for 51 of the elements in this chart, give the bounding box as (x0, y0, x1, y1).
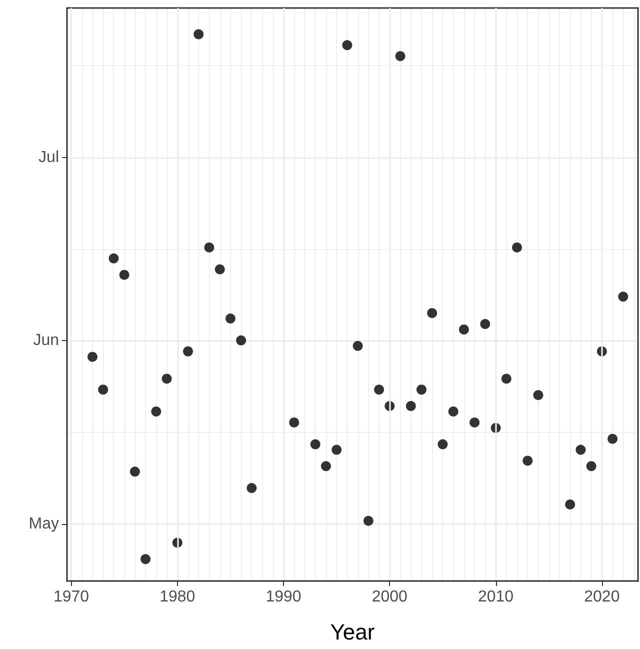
point (501, 374, 512, 384)
point (512, 242, 522, 252)
point (416, 384, 426, 395)
x-tick-label: 1980 (160, 588, 196, 606)
point (342, 40, 352, 50)
point (236, 335, 246, 346)
x-tick-label: 2010 (478, 588, 514, 606)
point (332, 444, 342, 455)
point (480, 319, 490, 330)
point (289, 417, 300, 428)
point (448, 406, 458, 417)
point (522, 456, 533, 466)
x-tick-label: 2020 (584, 588, 620, 606)
point (363, 516, 374, 526)
point (130, 466, 140, 477)
point (162, 374, 172, 384)
text: Jun (33, 332, 59, 350)
point (183, 346, 193, 356)
point (204, 242, 214, 252)
point (438, 439, 448, 450)
point (427, 308, 438, 318)
x-axis-title: Year (330, 620, 375, 644)
point (533, 390, 544, 400)
x-tick-label: 2000 (372, 588, 408, 606)
point (586, 461, 596, 472)
point (98, 384, 108, 395)
point (576, 444, 586, 455)
point (618, 292, 628, 302)
point (406, 401, 416, 412)
point (310, 439, 320, 450)
point (140, 554, 151, 564)
point (87, 352, 98, 362)
text: May (28, 516, 59, 533)
text: Jul (38, 148, 59, 166)
point (352, 340, 363, 351)
point (225, 314, 236, 324)
point (470, 417, 480, 428)
point (395, 51, 406, 62)
point (246, 483, 257, 494)
point (458, 324, 469, 334)
point (320, 461, 331, 472)
point (151, 406, 162, 417)
x-tick-label: 1990 (266, 588, 302, 606)
point (214, 264, 225, 274)
point (374, 384, 384, 395)
point (565, 499, 576, 510)
point (608, 434, 618, 444)
point (119, 270, 130, 280)
point (108, 253, 119, 264)
x-tick-label: 1970 (53, 588, 90, 606)
point (194, 29, 204, 40)
